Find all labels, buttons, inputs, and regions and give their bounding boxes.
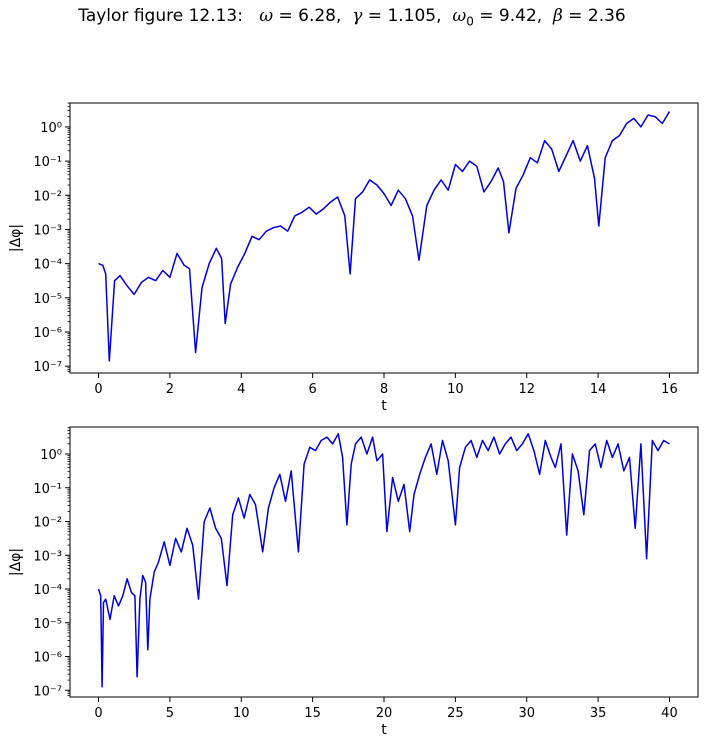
x-tick-label: 15 bbox=[304, 706, 321, 721]
x-tick-label: 14 bbox=[590, 382, 607, 397]
y-tick-label: 10⁰ bbox=[40, 448, 62, 463]
y-tick-label: 10⁻⁷ bbox=[33, 360, 62, 375]
x-tick-label: 0 bbox=[94, 382, 102, 397]
y-tick-label: 10⁻⁶ bbox=[33, 651, 62, 666]
title-prefix: Taylor figure 12.13: bbox=[78, 6, 243, 26]
x-tick-label: 40 bbox=[661, 706, 678, 721]
y-tick-label: 10⁻⁴ bbox=[33, 583, 62, 598]
x-tick-label: 12 bbox=[518, 382, 535, 397]
x-tick-label: 4 bbox=[237, 382, 245, 397]
y-tick-label: 10⁻⁵ bbox=[33, 617, 62, 632]
x-axis-label: t bbox=[381, 722, 387, 738]
top-plot: 0 2 4 6 8 10 12 14 16 10⁻⁷ 10⁻⁶ 10⁻⁵ 10⁻⁴ 10⁻³ 10⁻² 10⁻… bbox=[8, 102, 699, 414]
x-tick-label: 35 bbox=[590, 706, 607, 721]
y-axis-label: |Δφ| bbox=[8, 224, 24, 252]
x-axis-label: t bbox=[381, 398, 387, 414]
x-tick-label: 16 bbox=[661, 382, 678, 397]
param-beta-symbol: β bbox=[552, 6, 563, 26]
x-tick-label: 20 bbox=[376, 706, 393, 721]
y-axis-label: |Δφ| bbox=[8, 548, 24, 576]
y-tick-label: 10⁻³ bbox=[33, 549, 62, 564]
x-tick-label: 30 bbox=[518, 706, 535, 721]
y-tick-label: 10⁻⁷ bbox=[33, 684, 62, 699]
y-tick-label: 10⁻⁵ bbox=[33, 292, 62, 307]
y-tick-label: 10⁻¹ bbox=[33, 482, 62, 497]
y-tick-label: 10⁻² bbox=[33, 516, 62, 531]
figure-title: Taylor figure 12.13: ω = 6.28, γ = 1.105… bbox=[0, 6, 704, 28]
x-tick-label: 25 bbox=[447, 706, 464, 721]
series-line bbox=[98, 111, 671, 362]
title-params: ω = 6.28, γ = 1.105, ω0 = 9.42, β = 2.36 bbox=[259, 6, 626, 29]
x-tick-label: 6 bbox=[308, 382, 316, 397]
y-tick-label: 10⁻³ bbox=[33, 223, 62, 238]
series-line bbox=[97, 433, 670, 688]
param-omega0-symbol: ω bbox=[452, 6, 467, 26]
y-tick-label: 10⁰ bbox=[40, 121, 62, 136]
param-beta-value: 2.36 bbox=[587, 6, 626, 26]
param-gamma-value: 1.105 bbox=[387, 6, 437, 26]
x-tick-label: 0 bbox=[94, 706, 102, 721]
x-tick-label: 10 bbox=[447, 382, 464, 397]
plot-frame bbox=[69, 102, 699, 374]
param-gamma-symbol: γ bbox=[352, 6, 363, 26]
param-omega-symbol: ω bbox=[259, 6, 274, 26]
bottom-plot: 0 5 10 15 20 25 30 35 40 10⁻⁷ 10⁻⁶ 10⁻⁵ 10⁻⁴ 10⁻³ 10⁻²… bbox=[8, 426, 699, 738]
y-tick-label: 10⁻⁴ bbox=[33, 258, 62, 273]
y-tick-label: 10⁻⁶ bbox=[33, 326, 62, 341]
x-tick-label: 2 bbox=[166, 382, 174, 397]
x-tick-label: 8 bbox=[380, 382, 388, 397]
x-tick-label: 5 bbox=[166, 706, 174, 721]
param-omega0-subscript: 0 bbox=[466, 14, 474, 29]
x-tick-label: 10 bbox=[233, 706, 250, 721]
param-omega0-value: 9.42 bbox=[498, 6, 537, 26]
y-tick-label: 10⁻² bbox=[33, 189, 62, 204]
param-omega-value: 6.28 bbox=[298, 6, 336, 26]
y-tick-label: 10⁻¹ bbox=[33, 155, 62, 170]
